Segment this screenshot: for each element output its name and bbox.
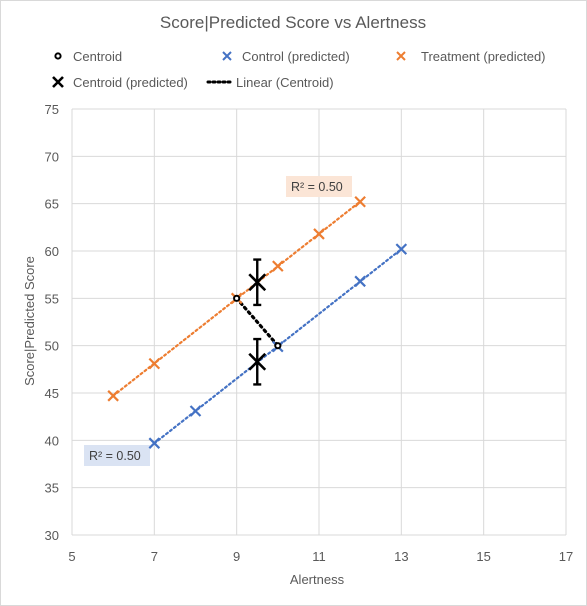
x-tick-label: 9 bbox=[233, 549, 240, 564]
y-tick-label: 75 bbox=[45, 102, 59, 117]
chart-title: Score|Predicted Score vs Alertness bbox=[160, 13, 426, 32]
data-points bbox=[107, 195, 408, 449]
point-treatment bbox=[272, 260, 284, 272]
point-control bbox=[148, 437, 161, 449]
legend-item-control: Control (predicted) bbox=[222, 49, 350, 64]
legend-marker-centroid-predicted bbox=[52, 76, 64, 88]
point-control bbox=[189, 405, 202, 417]
legend-item-centroid: Centroid bbox=[54, 49, 122, 64]
r2-label-treatment: R² = 0.50 bbox=[291, 180, 343, 194]
y-tick-label: 45 bbox=[45, 386, 59, 401]
legend: Centroid Control (predicted) Treatment (… bbox=[52, 49, 546, 90]
x-tick-label: 5 bbox=[68, 549, 75, 564]
r2-box-control bbox=[84, 445, 150, 466]
legend-marker-control bbox=[222, 51, 232, 61]
point-treatment bbox=[107, 390, 119, 402]
legend-label-centroid: Centroid bbox=[73, 49, 122, 64]
r2-label-control: R² = 0.50 bbox=[89, 449, 141, 463]
legend-label-treatment: Treatment (predicted) bbox=[421, 49, 546, 64]
linear-centroid-trendline bbox=[235, 296, 280, 348]
x-tick-label: 11 bbox=[312, 549, 326, 564]
r2-box-treatment bbox=[286, 176, 352, 197]
tick-labels: 30 35 40 45 50 55 60 65 70 75 5 7 9 11 13 15 17 bbox=[45, 102, 574, 564]
legend-label-linear-centroid: Linear (Centroid) bbox=[236, 75, 334, 90]
y-tick-label: 40 bbox=[45, 433, 59, 448]
point-centroid bbox=[233, 294, 241, 302]
x-tick-label: 13 bbox=[394, 549, 408, 564]
legend-item-linear-centroid: Linear (Centroid) bbox=[206, 75, 334, 90]
point-treatment bbox=[354, 195, 366, 208]
y-tick-label: 35 bbox=[45, 481, 59, 496]
r2-labels: R² = 0.50 R² = 0.50 bbox=[84, 176, 352, 466]
y-axis-title: Score|Predicted Score bbox=[22, 256, 37, 386]
y-tick-label: 30 bbox=[45, 528, 59, 543]
legend-label-centroid-predicted: Centroid (predicted) bbox=[73, 75, 188, 90]
y-tick-label: 55 bbox=[45, 291, 59, 306]
legend-label-control: Control (predicted) bbox=[242, 49, 350, 64]
point-centroid-predicted bbox=[248, 273, 267, 292]
grid bbox=[71, 108, 567, 536]
x-tick-label: 7 bbox=[151, 549, 158, 564]
x-axis-title: Alertness bbox=[290, 572, 345, 587]
point-control bbox=[395, 243, 408, 255]
linear-centroid-line bbox=[235, 296, 280, 348]
point-centroid bbox=[274, 342, 282, 350]
point-treatment bbox=[313, 228, 325, 240]
legend-item-centroid-predicted: Centroid (predicted) bbox=[52, 75, 188, 90]
point-centroid-predicted bbox=[248, 352, 267, 371]
legend-item-treatment: Treatment (predicted) bbox=[396, 49, 546, 64]
y-tick-label: 50 bbox=[45, 339, 59, 354]
y-tick-label: 65 bbox=[45, 197, 59, 212]
y-tick-label: 60 bbox=[45, 244, 59, 259]
y-tick-label: 70 bbox=[45, 149, 59, 164]
point-treatment bbox=[148, 357, 161, 370]
legend-marker-treatment bbox=[396, 51, 406, 61]
point-control bbox=[354, 275, 366, 288]
x-tick-label: 17 bbox=[559, 549, 573, 564]
x-tick-label: 15 bbox=[476, 549, 490, 564]
legend-marker-centroid bbox=[54, 52, 62, 60]
